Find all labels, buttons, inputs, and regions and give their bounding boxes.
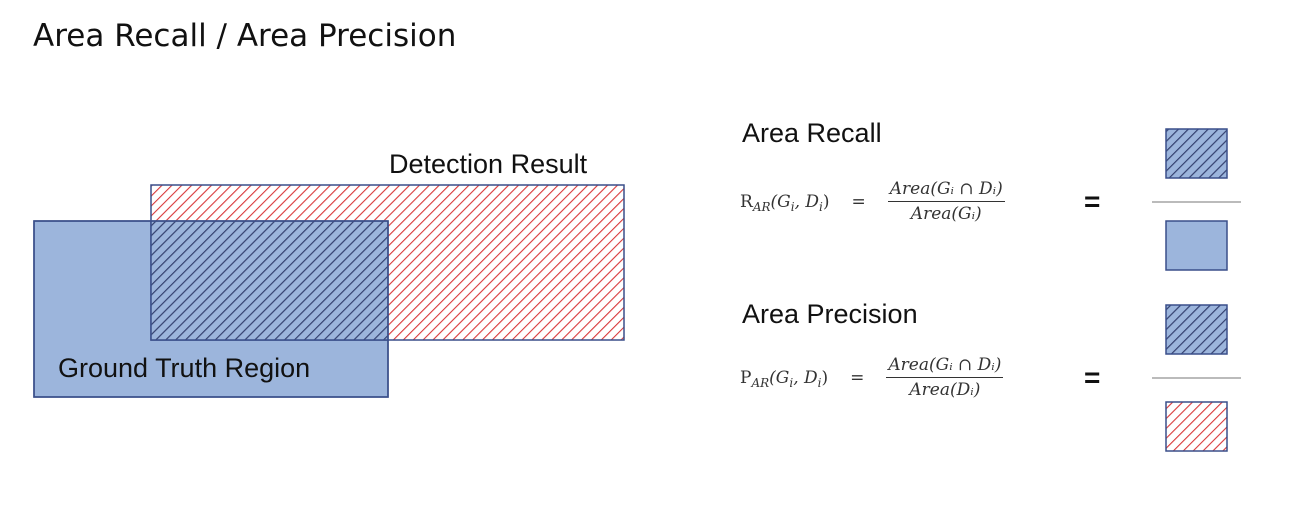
area-precision-title: Area Precision (742, 299, 918, 329)
recall-denominator-swatch (1165, 220, 1228, 271)
precision-denominator: Area(Dᵢ) (909, 380, 981, 400)
recall-denominator: Area(Gᵢ) (910, 204, 982, 224)
recall-numerator-swatch (1165, 128, 1228, 179)
recall-equals: = (851, 191, 866, 212)
area-recall-formula: RAR(Gi, Di) = Area(Gᵢ ∩ Dᵢ) Area(Gᵢ) (740, 179, 1005, 224)
page-title: Area Recall / Area Precision (33, 18, 457, 54)
area-precision-formula: PAR(Gi, Di) = Area(Gᵢ ∩ Dᵢ) Area(Dᵢ) (740, 355, 1004, 400)
precision-visual-equals: = (1084, 362, 1101, 393)
detection-result-label: Detection Result (389, 149, 588, 179)
area-recall-title: Area Recall (742, 118, 882, 148)
recall-visual-equals: = (1084, 186, 1101, 217)
precision-denominator-swatch (1165, 401, 1228, 452)
precision-numerator-swatch (1165, 304, 1228, 355)
precision-numerator: Area(Gᵢ ∩ Dᵢ) (886, 355, 1004, 378)
recall-lhs: RAR(Gi, Di) (740, 191, 830, 214)
precision-fraction: Area(Gᵢ ∩ Dᵢ) Area(Dᵢ) (886, 355, 1004, 400)
overlap-region (150, 220, 389, 341)
recall-numerator: Area(Gᵢ ∩ Dᵢ) (887, 179, 1005, 202)
precision-lhs: PAR(Gi, Di) (740, 367, 829, 390)
ground-truth-label: Ground Truth Region (58, 353, 310, 383)
precision-equals: = (850, 367, 865, 388)
recall-fraction: Area(Gᵢ ∩ Dᵢ) Area(Gᵢ) (887, 179, 1005, 224)
